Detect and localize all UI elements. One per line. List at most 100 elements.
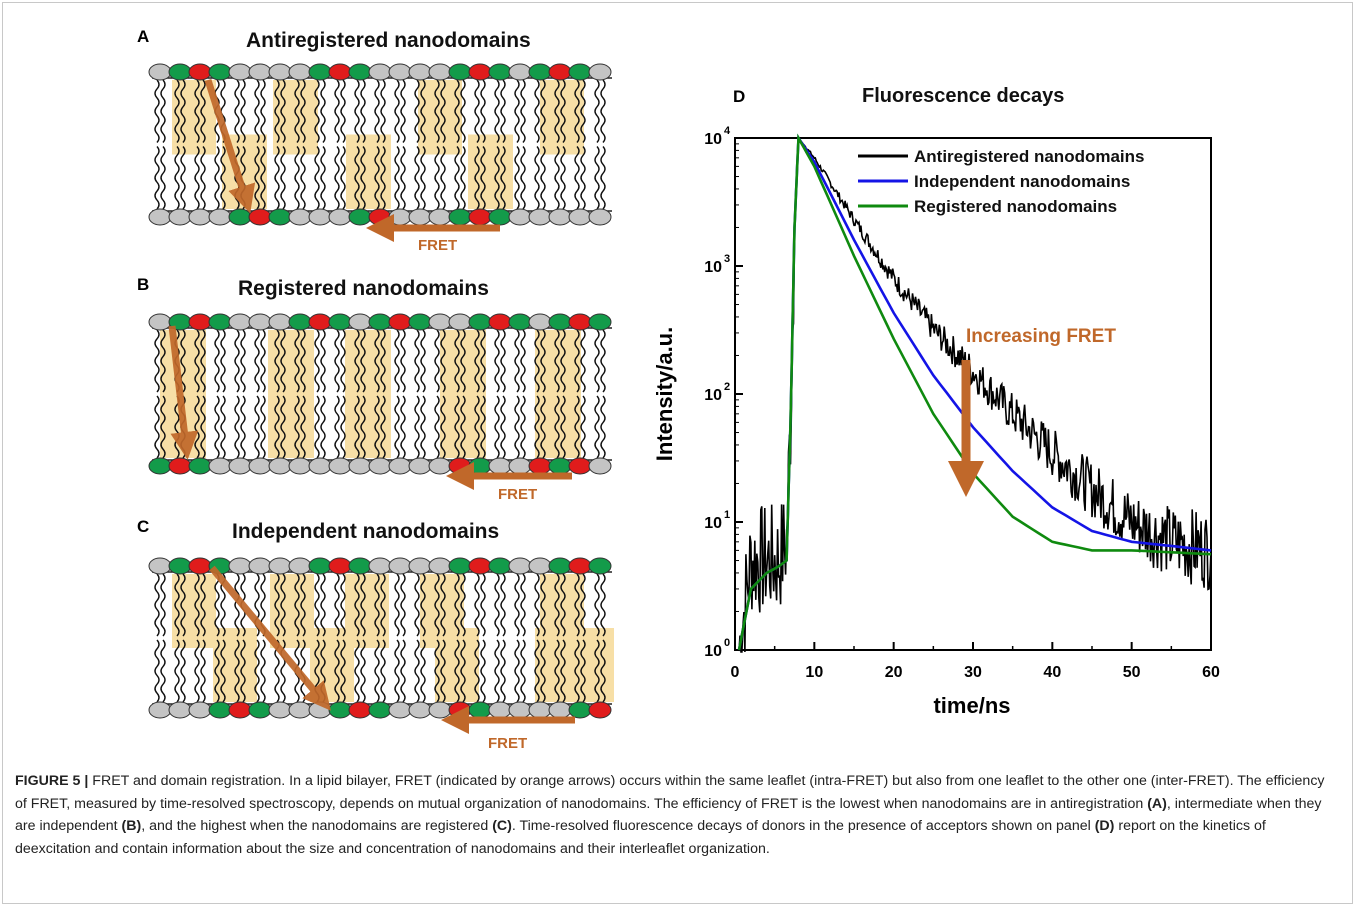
lipid-head-upper: [208, 313, 232, 331]
lipid-head-upper: [248, 557, 272, 575]
lipid-tail: [520, 146, 526, 210]
lipid-head-lower: [388, 457, 412, 475]
lipid-tail: [414, 573, 420, 637]
lipid-tail: [174, 79, 180, 143]
lipid-tail: [334, 329, 340, 393]
lipid-head-lower: [448, 457, 472, 475]
lipid-tail: [414, 639, 420, 703]
lipid-tail: [314, 146, 320, 210]
lipid-tail: [414, 146, 420, 210]
lipid-tail: [434, 395, 440, 459]
lipid-tail: [294, 573, 300, 637]
lipid-tail: [234, 573, 240, 637]
lipid-tail: [314, 573, 320, 637]
lipid-tail: [440, 395, 446, 459]
lipid-tail: [574, 573, 580, 637]
lipid-tail: [580, 146, 586, 210]
panel-c-fret-label: FRET: [488, 735, 527, 752]
lipid-tail: [594, 79, 600, 143]
lipid-tail: [480, 395, 486, 459]
lipid-tail: [600, 146, 606, 210]
lipid-head-lower: [168, 208, 192, 226]
lipid-tail: [534, 395, 540, 459]
lipid-head-upper: [148, 557, 172, 575]
lipid-tail: [314, 79, 320, 143]
lipid-tail: [154, 639, 160, 703]
lipid-tail: [394, 639, 400, 703]
lipid-head-lower: [348, 457, 372, 475]
lipid-head-lower: [528, 701, 552, 719]
lipid-tail: [334, 573, 340, 637]
caption-text-4: . Time-resolved fluorescence decays of d…: [511, 818, 1095, 835]
lipid-tail: [394, 573, 400, 637]
lipid-head-upper: [228, 313, 252, 331]
lipid-head-lower: [488, 208, 512, 226]
lipid-tail: [274, 146, 280, 210]
lipid-head-upper: [188, 557, 212, 575]
lipid-head-lower: [548, 457, 572, 475]
lipid-head-lower: [308, 457, 332, 475]
lipid-head-lower: [148, 701, 172, 719]
chart-xlabel: time/ns: [933, 693, 1010, 718]
lipid-head-lower: [248, 457, 272, 475]
lipid-head-lower: [148, 457, 172, 475]
lipid-tail: [400, 146, 406, 210]
lipid-head-upper: [328, 63, 352, 81]
lipid-tail: [440, 573, 446, 637]
lipid-tail: [414, 395, 420, 459]
lipid-head-lower: [388, 208, 412, 226]
lipid-tail: [440, 146, 446, 210]
lipid-tail: [234, 639, 240, 703]
lipid-head-lower: [328, 457, 352, 475]
lipid-tail: [234, 395, 240, 459]
lipid-tail: [474, 639, 480, 703]
lipid-tail: [454, 573, 460, 637]
lipid-tail: [474, 573, 480, 637]
y-tick-label: 10: [704, 259, 722, 276]
lipid-head-upper: [368, 313, 392, 331]
lipid-tail: [374, 639, 380, 703]
lipid-tail: [534, 146, 540, 210]
lipid-tail: [600, 639, 606, 703]
lipid-tail: [574, 395, 580, 459]
lipid-head-lower: [168, 701, 192, 719]
lipid-tail: [240, 395, 246, 459]
lipid-head-upper: [208, 63, 232, 81]
lipid-tail: [300, 395, 306, 459]
lipid-head-upper: [188, 313, 212, 331]
lipid-tail: [460, 639, 466, 703]
lipid-tail: [534, 573, 540, 637]
lipid-head-upper: [588, 63, 612, 81]
lipid-head-lower: [448, 208, 472, 226]
lipid-head-upper: [148, 63, 172, 81]
lipid-tail: [234, 329, 240, 393]
lipid-head-upper: [588, 313, 612, 331]
figure-caption: FIGURE 5 | FRET and domain registration.…: [15, 770, 1340, 860]
lipid-tail: [440, 329, 446, 393]
lipid-tail: [220, 329, 226, 393]
lipid-tail: [560, 146, 566, 210]
lipid-tail: [480, 639, 486, 703]
legend-label: Antiregistered nanodomains: [914, 147, 1144, 166]
lipid-tail: [274, 573, 280, 637]
lipid-tail: [200, 639, 206, 703]
lipid-tail: [194, 639, 200, 703]
lipid-head-lower: [328, 208, 352, 226]
lipid-head-lower: [228, 701, 252, 719]
lipid-tail: [214, 573, 220, 637]
lipid-tail: [234, 79, 240, 143]
caption-label: FIGURE 5 |: [15, 773, 89, 789]
lipid-tail: [580, 395, 586, 459]
y-tick-exponent: 3: [724, 253, 730, 265]
nanodomain-upper: [172, 574, 216, 648]
lipid-tail: [460, 79, 466, 143]
lipid-tail: [560, 329, 566, 393]
lipid-tail: [200, 79, 206, 143]
lipid-tail: [514, 573, 520, 637]
lipid-head-lower: [228, 457, 252, 475]
lipid-tail: [354, 639, 360, 703]
lipid-tail: [474, 146, 480, 210]
inter-fret-arrow: [209, 565, 331, 711]
lipid-tail: [594, 146, 600, 210]
lipid-head-upper: [568, 313, 592, 331]
